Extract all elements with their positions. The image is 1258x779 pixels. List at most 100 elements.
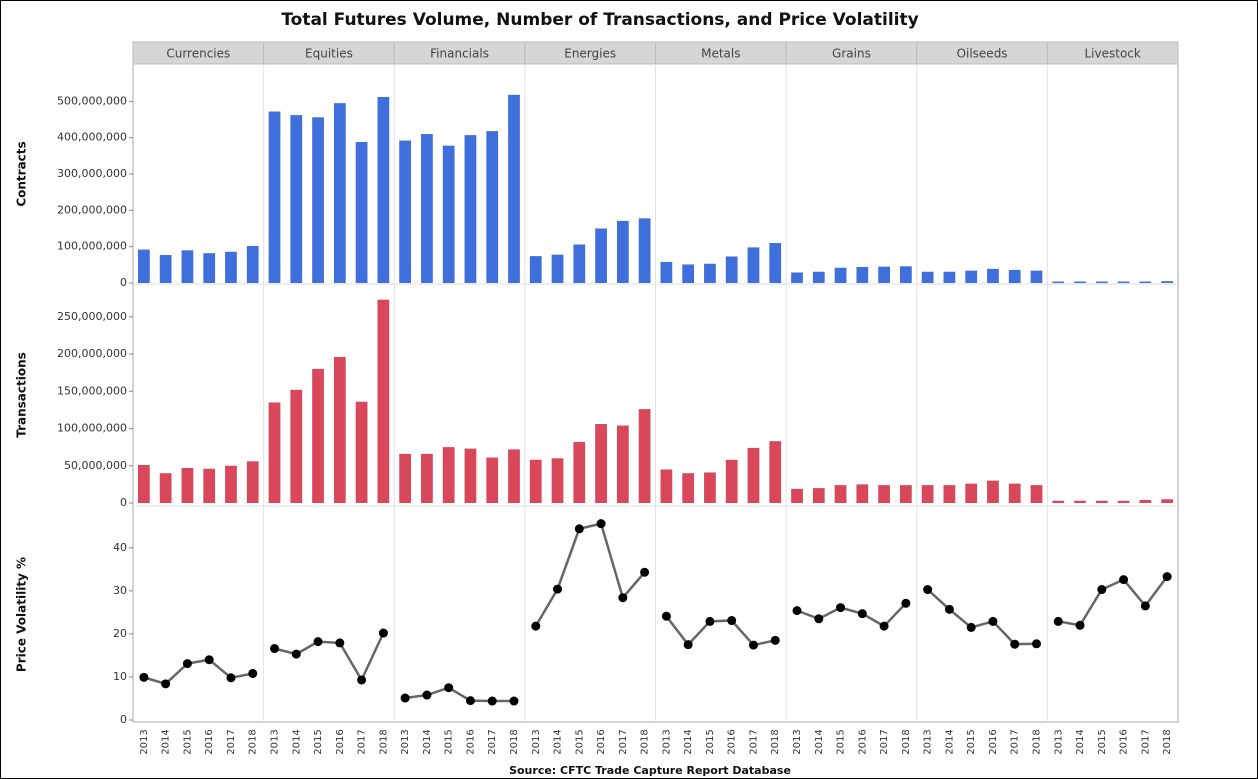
point [335,638,345,648]
x-tick-label: 2015 [705,729,716,754]
bar [464,135,477,283]
point [923,585,933,595]
point [618,593,628,603]
bar [834,485,847,503]
x-tick-label: 2014 [944,729,955,754]
x-tick-label: 2017 [618,729,629,754]
x-tick-label: 2016 [596,729,607,754]
point [357,675,367,685]
x-tick-label: 2018 [640,729,651,754]
x-tick-label: 2015 [966,729,977,754]
point [792,606,802,616]
point [1140,601,1150,611]
chart-title: Total Futures Volume, Number of Transact… [281,10,918,30]
point [444,683,454,693]
bar [529,459,542,503]
y-tick-label: 10 [113,670,127,683]
bar [1095,281,1108,284]
bar [203,468,216,503]
point [879,621,889,631]
point [1119,575,1129,585]
strip-label: Oilseeds [957,47,1008,61]
y-tick-label: 150,000,000 [57,384,127,397]
bar [246,245,259,283]
x-tick-label: 2017 [226,729,237,754]
bar [812,488,825,503]
bar [399,140,412,283]
bar [1030,270,1043,283]
point [596,519,606,529]
point [531,621,541,631]
point [814,614,824,624]
x-tick-label: 2018 [901,729,912,754]
point [705,616,715,626]
x-tick-label: 2017 [1140,729,1151,754]
x-tick-label: 2017 [357,729,368,754]
strip-label: Energies [564,47,616,61]
x-tick-label: 2013 [400,729,411,754]
x-tick-label: 2015 [313,729,324,754]
y-tick-label: 0 [120,713,127,726]
bar [987,480,999,503]
strip-label: Grains [832,47,871,61]
x-tick-label: 2017 [487,729,498,754]
bar [1117,500,1130,503]
point [313,637,323,647]
bar [159,473,172,503]
bar [268,111,281,283]
bar [965,483,978,503]
bar [421,134,433,283]
point [966,622,976,632]
x-tick-label: 2016 [465,729,476,754]
y-tick-label: 0 [120,276,127,289]
point [465,696,475,706]
strip-label: Currencies [166,47,230,61]
bar [551,458,564,503]
point [487,696,497,706]
bar [225,465,237,503]
x-tick-label: 2018 [509,729,520,754]
strip-label: Equities [305,47,353,61]
bar [377,299,390,503]
bar [1052,281,1065,284]
line [534,522,646,627]
point [1010,639,1020,649]
point [901,598,911,608]
x-tick-label: 2017 [748,729,759,754]
point [161,679,171,689]
bar [1030,485,1043,503]
bar [878,485,890,503]
bar [355,142,368,283]
x-tick-label: 2015 [182,729,193,754]
strip [1046,41,1179,65]
point [1053,616,1063,626]
y-axis-label: Contracts [15,141,29,206]
bar [290,115,303,283]
bar [747,447,760,503]
bar [508,94,520,283]
strip-label: Metals [701,47,740,61]
x-tick-label: 2014 [553,729,564,754]
bar [965,270,978,283]
bar [312,117,324,283]
y-axis-label: Price Volatility % [15,557,29,672]
point [574,524,584,534]
x-tick-label: 2013 [139,729,150,754]
x-tick-label: 2018 [378,729,389,754]
bar [312,368,324,503]
point [139,672,149,682]
y-tick-label: 100,000,000 [57,240,127,253]
bar [551,254,564,283]
bar [638,409,651,503]
bar [442,447,455,503]
x-tick-label: 2016 [857,729,868,754]
y-tick-label: 200,000,000 [57,203,127,216]
x-tick-label: 2015 [444,729,455,754]
bar [486,457,499,503]
point [857,609,867,619]
x-tick-label: 2018 [1031,729,1042,754]
point [1031,639,1041,649]
bar [486,131,499,283]
